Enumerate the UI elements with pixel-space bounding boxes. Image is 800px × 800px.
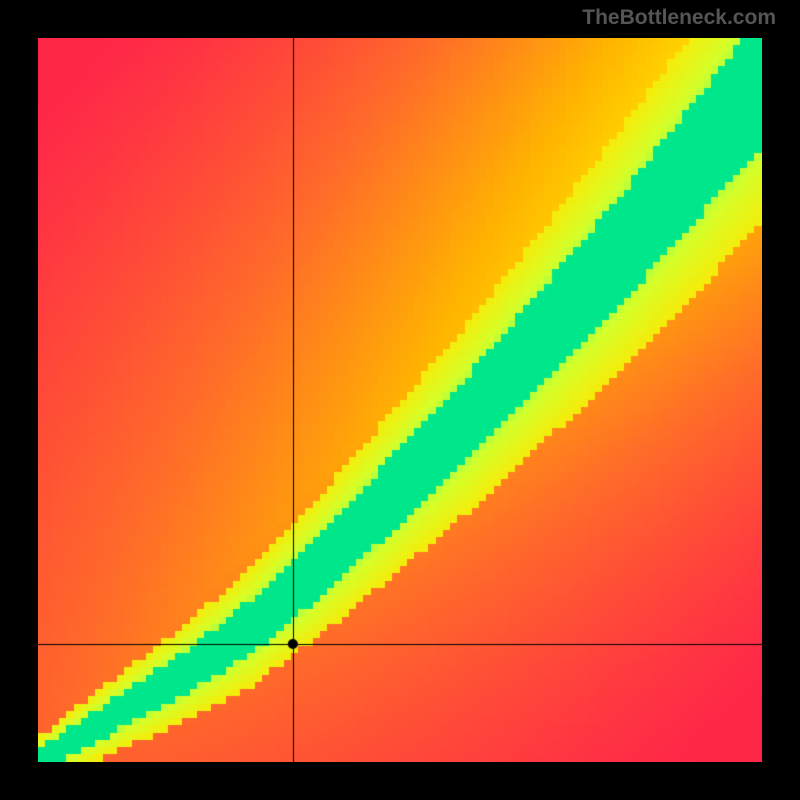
heatmap-canvas: [38, 38, 762, 762]
chart-container: TheBottleneck.com: [0, 0, 800, 800]
watermark-text: TheBottleneck.com: [582, 6, 776, 30]
